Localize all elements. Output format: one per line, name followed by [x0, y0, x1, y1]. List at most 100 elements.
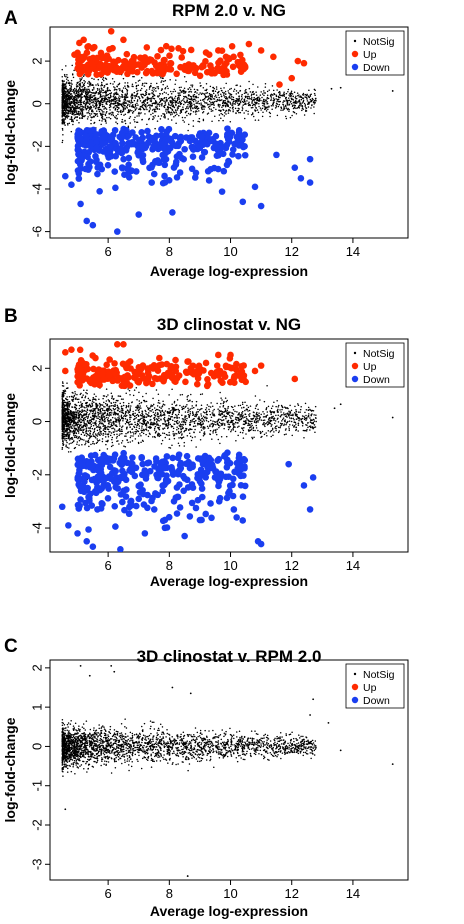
notsig-point — [174, 95, 177, 98]
notsig-point — [207, 427, 210, 429]
notsig-point — [213, 106, 215, 109]
notsig-point — [215, 96, 218, 98]
notsig-point — [66, 76, 69, 79]
notsig-point — [156, 107, 159, 110]
notsig-point — [293, 91, 296, 93]
notsig-point — [160, 443, 163, 445]
notsig-point — [107, 96, 109, 99]
notsig-point — [126, 107, 129, 109]
notsig-point — [175, 432, 178, 435]
notsig-point — [138, 96, 141, 98]
notsig-point — [215, 86, 218, 88]
notsig-point — [101, 407, 104, 410]
notsig-point — [114, 102, 117, 104]
notsig-point — [116, 108, 119, 111]
notsig-point — [190, 105, 193, 108]
notsig-point — [158, 426, 160, 429]
down-point — [220, 167, 228, 175]
notsig-point — [81, 112, 84, 114]
notsig-point — [131, 101, 134, 104]
notsig-point — [186, 434, 189, 437]
notsig-point — [64, 91, 67, 93]
notsig-point — [74, 393, 77, 395]
notsig-point — [69, 118, 71, 121]
notsig-point — [231, 98, 233, 101]
notsig-point — [314, 94, 316, 96]
notsig-point — [167, 425, 169, 427]
notsig-point — [99, 92, 101, 94]
notsig-point — [152, 423, 155, 426]
notsig-point — [82, 108, 85, 111]
notsig-point — [205, 96, 208, 98]
notsig-point — [114, 88, 116, 91]
notsig-point — [279, 425, 282, 427]
down-point — [155, 159, 163, 167]
notsig-point — [211, 98, 213, 100]
notsig-point — [63, 431, 66, 433]
down-point — [122, 127, 130, 134]
notsig-point — [257, 419, 259, 422]
notsig-point — [263, 94, 265, 97]
notsig-point — [210, 402, 212, 404]
notsig-point — [88, 437, 90, 440]
notsig-point — [276, 100, 278, 103]
up-point — [115, 66, 123, 73]
notsig-point — [143, 102, 146, 104]
notsig-point — [62, 382, 64, 384]
notsig-point — [129, 436, 132, 439]
notsig-point — [147, 426, 150, 428]
notsig-point — [90, 113, 93, 115]
notsig-point — [171, 403, 173, 405]
down-point — [135, 211, 143, 218]
notsig-point — [75, 89, 77, 91]
notsig-point — [192, 107, 194, 110]
notsig-point — [288, 420, 291, 422]
notsig-point — [75, 107, 78, 109]
notsig-point — [263, 90, 265, 92]
notsig-point — [91, 89, 94, 92]
notsig-point — [170, 101, 172, 103]
notsig-point — [105, 83, 108, 86]
panel-b: B 3D clinostat v. NG6 8 10 12 14-4-202Average… — [2, 306, 409, 589]
notsig-point — [192, 119, 195, 122]
notsig-point — [205, 89, 208, 92]
notsig-point — [114, 405, 116, 407]
notsig-point — [274, 425, 277, 428]
notsig-point — [288, 103, 290, 106]
notsig-point — [247, 102, 249, 105]
notsig-point — [88, 112, 91, 115]
notsig-point — [64, 112, 66, 114]
notsig-point — [305, 107, 308, 109]
notsig-point — [226, 100, 229, 102]
notsig-point — [265, 99, 267, 102]
notsig-point — [168, 434, 171, 436]
notsig-point — [242, 414, 244, 416]
notsig-point — [182, 108, 184, 111]
notsig-point — [74, 107, 76, 110]
notsig-point — [290, 102, 293, 105]
notsig-point — [126, 82, 129, 84]
notsig-point — [251, 104, 254, 107]
notsig-point — [283, 91, 285, 93]
notsig-point — [252, 417, 255, 420]
notsig-point — [262, 411, 264, 413]
notsig-point — [156, 86, 158, 88]
notsig-point — [90, 423, 92, 426]
notsig-point — [153, 419, 156, 421]
notsig-point — [186, 417, 188, 420]
notsig-point — [288, 410, 290, 412]
notsig-point — [177, 427, 180, 430]
notsig-point — [277, 414, 280, 416]
notsig-point — [221, 399, 223, 401]
notsig-point — [248, 420, 250, 422]
notsig-point — [109, 117, 112, 120]
notsig-point — [161, 104, 163, 107]
notsig-point — [102, 89, 105, 91]
panel-letter: B — [4, 306, 18, 327]
notsig-point — [232, 419, 234, 422]
notsig-point — [223, 401, 225, 403]
notsig-point — [66, 382, 68, 384]
notsig-point — [101, 114, 103, 117]
notsig-point — [295, 409, 297, 411]
down-point — [227, 131, 234, 138]
